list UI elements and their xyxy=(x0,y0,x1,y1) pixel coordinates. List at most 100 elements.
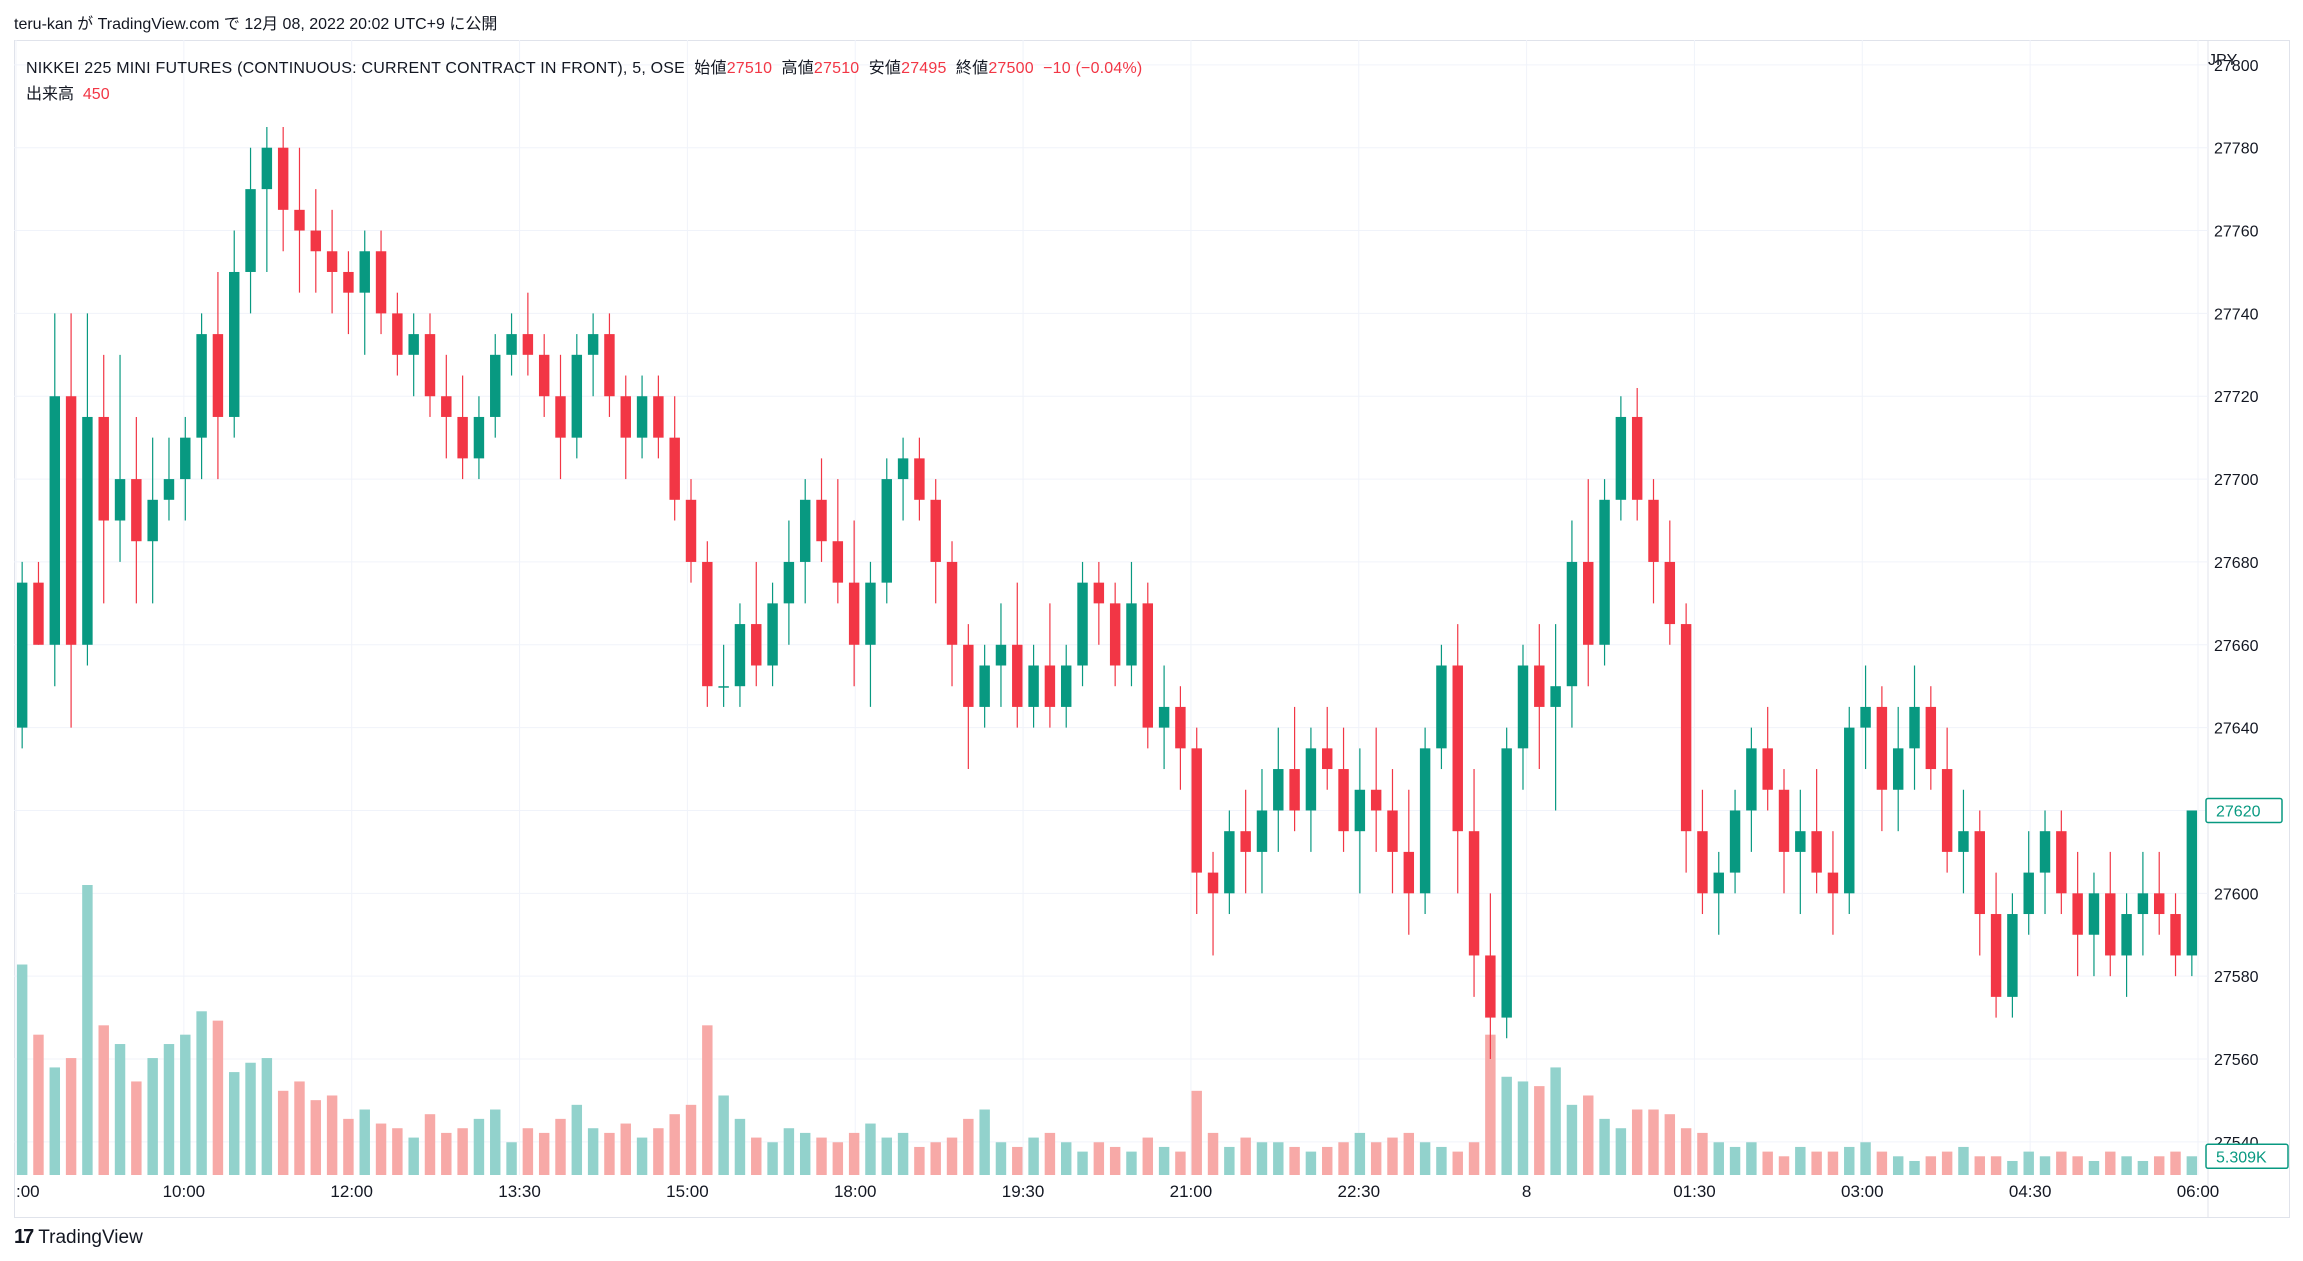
candle-body xyxy=(963,644,974,707)
y-tick-label: 27600 xyxy=(2214,886,2259,903)
volume-bar xyxy=(1224,1146,1235,1175)
candle-body xyxy=(767,603,778,666)
volume-bar xyxy=(1093,1142,1105,1175)
candle-body xyxy=(1958,831,1969,852)
candle-body xyxy=(783,561,795,604)
volume-bar xyxy=(229,1072,240,1175)
candle-body xyxy=(914,458,925,500)
candle-body xyxy=(1501,748,1512,1018)
candle-body xyxy=(98,416,109,521)
volume-bar xyxy=(555,1118,566,1175)
volume-bar xyxy=(1142,1137,1154,1175)
tradingview-brand[interactable]: 17 TradingView xyxy=(14,1226,143,1249)
candle-body xyxy=(1207,872,1219,894)
volume-bar xyxy=(1452,1151,1463,1175)
volume-bar xyxy=(49,1067,61,1175)
candle-body xyxy=(669,437,680,500)
volume-bar xyxy=(1811,1151,1822,1175)
candle-body xyxy=(1941,769,1953,852)
candle-body xyxy=(1093,582,1105,604)
high-value: 27510 xyxy=(813,60,860,77)
volume-bar xyxy=(1158,1146,1170,1175)
high-label: 高値 xyxy=(781,60,814,77)
low-value: 27495 xyxy=(901,60,947,77)
x-tick-label: 22:30 xyxy=(1337,1182,1380,1201)
candle-body xyxy=(49,396,61,645)
candle-body xyxy=(261,147,273,190)
volume-label: 出来高 xyxy=(26,86,75,103)
volume-bar xyxy=(718,1095,729,1175)
candle-body xyxy=(1256,810,1268,852)
candle-body xyxy=(636,396,648,438)
candle-body xyxy=(16,582,28,728)
volume-bar xyxy=(1795,1146,1806,1175)
volume-value: 450 xyxy=(82,86,110,103)
volume-bar xyxy=(2088,1160,2100,1175)
candle-body xyxy=(180,437,191,480)
candle-body xyxy=(277,147,289,210)
candle-body xyxy=(653,396,664,438)
candle-body xyxy=(1322,748,1333,770)
x-tick-label: 8 xyxy=(1522,1182,1531,1201)
volume-bar xyxy=(1990,1156,2002,1175)
candle-body xyxy=(490,354,501,417)
candle-body xyxy=(1419,748,1431,894)
candle-body xyxy=(294,209,305,231)
volume-bar xyxy=(1419,1142,1431,1175)
volume-bar xyxy=(1338,1142,1349,1175)
symbol-name: NIKKEI 225 MINI FUTURES (CONTINUOUS: CUR… xyxy=(26,60,685,77)
candle-body xyxy=(473,416,485,459)
volume-bar xyxy=(767,1142,778,1175)
candle-body xyxy=(2186,810,2198,956)
volume-bar xyxy=(2056,1151,2067,1175)
candle-body xyxy=(897,458,909,480)
y-tick-label: 27700 xyxy=(2214,472,2259,489)
close-label: 終値 xyxy=(955,60,989,77)
volume-bar xyxy=(571,1104,583,1175)
last-price-badge xyxy=(2205,797,2283,824)
candle-body xyxy=(1860,706,1871,728)
candle-body xyxy=(1631,416,1643,500)
volume-bar xyxy=(1126,1151,1137,1175)
low-label: 安値 xyxy=(868,60,902,77)
candle-body xyxy=(196,334,207,438)
volume-bar xyxy=(1762,1151,1773,1175)
x-tick-label: 06:00 xyxy=(2177,1182,2220,1201)
candle-body xyxy=(1827,872,1839,894)
candle-body xyxy=(2072,893,2083,935)
candle-body xyxy=(832,541,844,583)
volume-bar xyxy=(2170,1151,2181,1175)
volume-bar xyxy=(1387,1137,1398,1175)
volume-bar xyxy=(979,1109,990,1175)
volume-bar xyxy=(1077,1151,1088,1175)
candle-body xyxy=(1974,831,1985,915)
volume-bar xyxy=(16,964,28,1175)
volume-bar xyxy=(1892,1156,1904,1175)
volume-bar xyxy=(424,1114,436,1175)
volume-bar xyxy=(946,1137,958,1175)
volume-bar xyxy=(1109,1146,1121,1175)
candle-body xyxy=(310,230,322,252)
volume-bar xyxy=(375,1123,387,1175)
candle-body xyxy=(2170,914,2181,956)
candle-body xyxy=(1778,789,1790,852)
candle-body xyxy=(930,499,941,562)
candle-body xyxy=(2088,893,2100,935)
candle-body xyxy=(2056,831,2067,894)
candle-body xyxy=(1876,706,1888,790)
volume-bar xyxy=(653,1128,664,1175)
x-tick-label: 18:00 xyxy=(834,1182,877,1201)
currency-label[interactable]: JPY xyxy=(2208,52,2238,69)
volume-bar xyxy=(65,1058,77,1175)
open-label: 始値 xyxy=(694,60,727,77)
volume-bar xyxy=(1583,1095,1594,1175)
volume-bar xyxy=(2072,1156,2083,1175)
volume-bar xyxy=(2137,1160,2149,1175)
volume-bar xyxy=(1207,1132,1219,1175)
candle-body xyxy=(1925,706,1937,770)
tradingview-logo-icon: 17 xyxy=(14,1226,34,1248)
candle-body xyxy=(408,334,419,355)
candle-body xyxy=(1338,769,1349,832)
volume-bar xyxy=(995,1142,1007,1175)
